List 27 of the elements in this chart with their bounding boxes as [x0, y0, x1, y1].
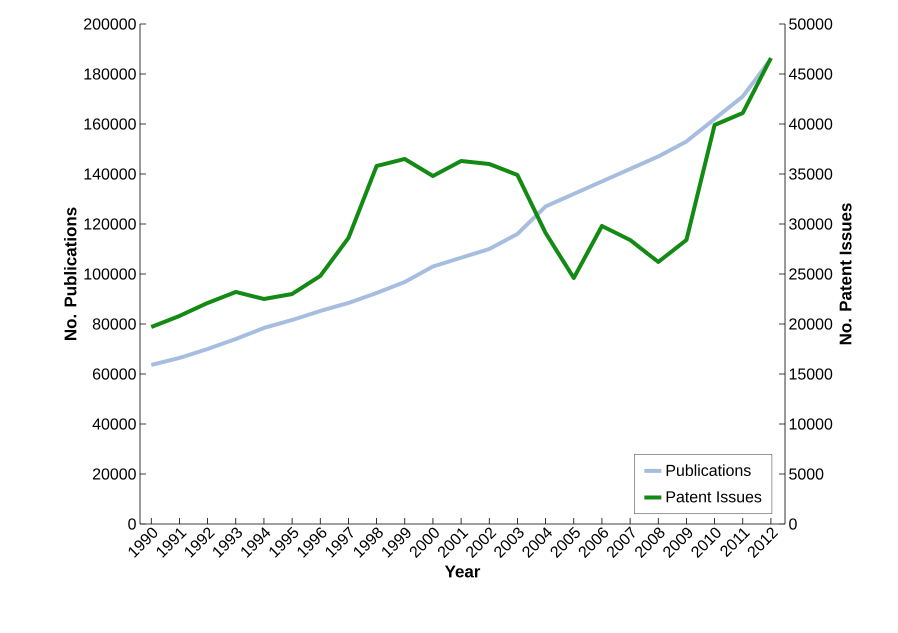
- x-axis-title: Year: [444, 566, 480, 578]
- y-tick-label: 120000: [84, 218, 136, 230]
- y-tick-label: 140000: [84, 168, 136, 180]
- legend-label: Patent Issues: [666, 491, 762, 502]
- y-tick-label: 60000: [92, 368, 136, 380]
- y2-tick-label: 50000: [789, 18, 832, 30]
- y2-tick-label: 5000: [789, 468, 824, 480]
- y2-tick-label: 15000: [790, 368, 832, 380]
- y-axis-title: No. Publications: [64, 208, 76, 340]
- y2-tick-label: 30000: [789, 218, 832, 230]
- y2-tick-label: 20000: [789, 318, 832, 330]
- y-tick-label: 80000: [92, 318, 136, 330]
- y-tick-label: 20000: [92, 468, 136, 480]
- y2-tick-label: 40000: [788, 118, 832, 130]
- y2-axis-title: No. Patent Issues: [840, 203, 852, 344]
- y2-tick-label: 45000: [788, 68, 832, 80]
- y2-tick-label: 25000: [789, 268, 832, 280]
- y2-tick-label: 10000: [790, 418, 832, 430]
- legend-label: Publications: [666, 464, 751, 476]
- y-tick-label: 100000: [84, 268, 136, 280]
- y-tick-label: 200000: [84, 18, 136, 30]
- y2-tick-label: 0: [789, 518, 797, 530]
- y2-tick-label: 35000: [789, 168, 832, 180]
- y-tick-label: 40000: [92, 418, 136, 430]
- y-tick-label: 160000: [84, 118, 136, 130]
- y-tick-label: 180000: [84, 68, 136, 80]
- y-tick-label: 0: [128, 518, 136, 530]
